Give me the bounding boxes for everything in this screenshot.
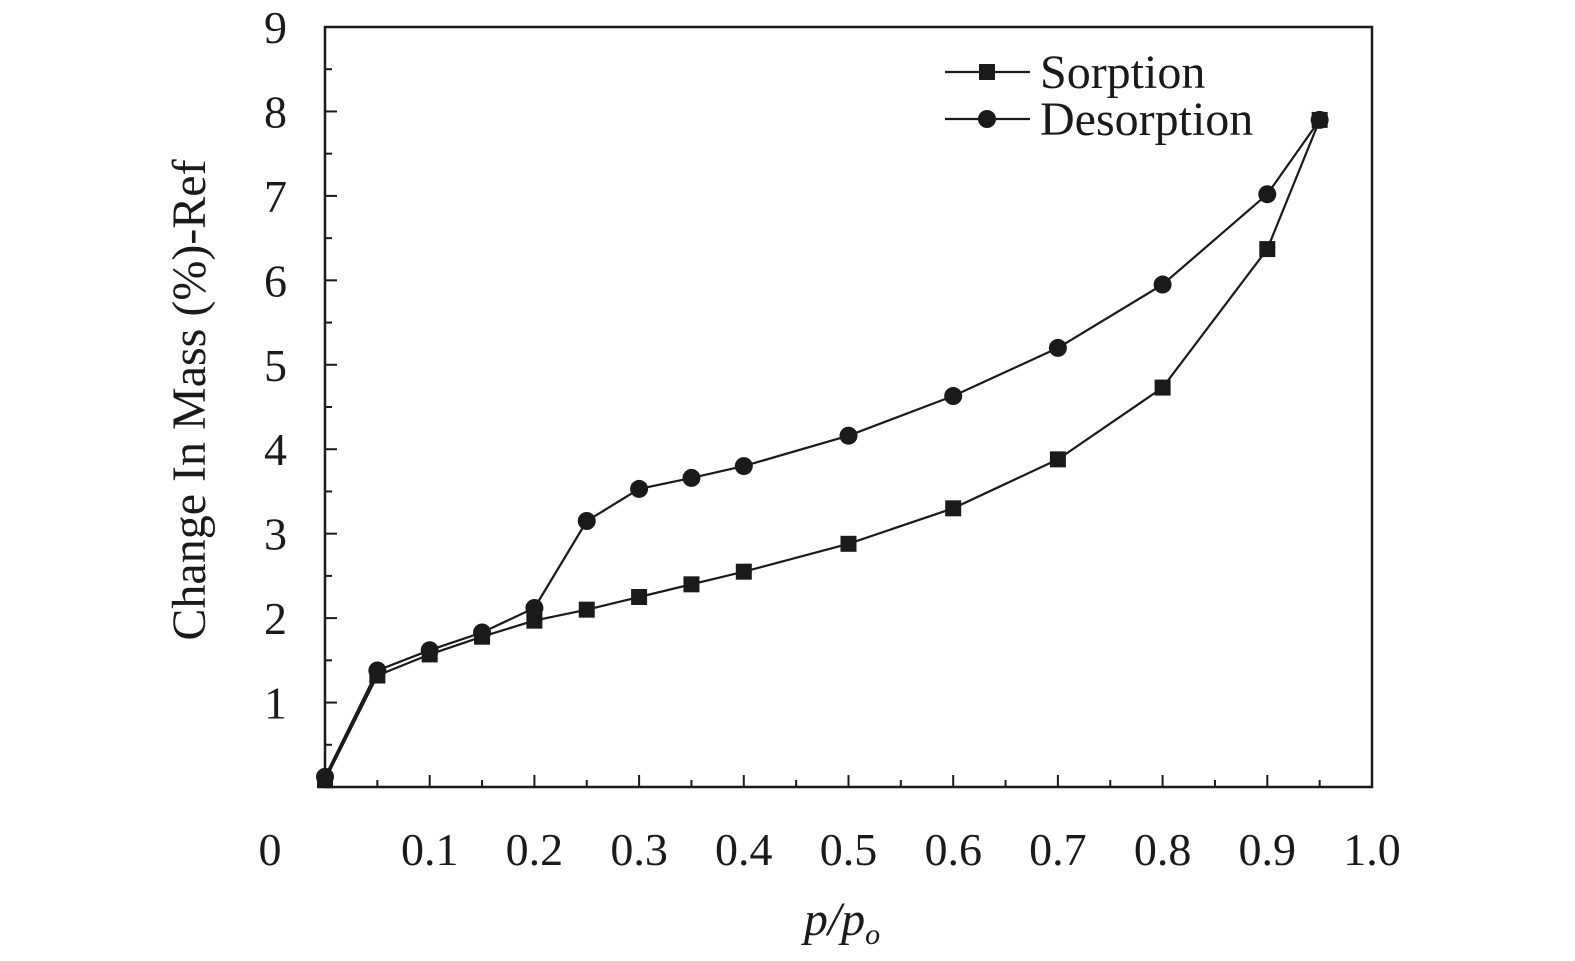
desorption-point [525, 598, 544, 617]
desorption-point [1153, 275, 1172, 294]
sorption-point [683, 576, 700, 593]
y-tick-label: 1 [264, 678, 287, 729]
desorption-series-line [324, 119, 1321, 778]
sorption-series-line [324, 119, 1321, 781]
y-tick-label: 3 [264, 509, 287, 560]
y-tick-label: 9 [264, 2, 287, 53]
legend-sorption-marker [979, 64, 995, 80]
desorption-point [682, 468, 701, 487]
x-tick-label: 0.4 [715, 824, 773, 875]
sorption-point [631, 589, 648, 605]
sorption-point [840, 535, 857, 552]
x-tick-label: 0.1 [401, 824, 459, 875]
desorption-point [368, 661, 387, 680]
legend-item-sorption: Sorption [945, 46, 1205, 99]
legend-desorption-label: Desorption [1040, 93, 1253, 146]
axis-tick-labels: 0 0.1 0.2 0.3 0.4 0.5 0.6 0.7 0.8 0.9 1.0 1 2 3 4 5 6 7 8 9 [259, 2, 1401, 875]
sorption-point [735, 563, 752, 580]
desorption-point [420, 641, 439, 660]
desorption-point [1310, 110, 1329, 129]
y-tick-label: 4 [264, 424, 287, 475]
sorption-point [526, 612, 543, 629]
plot-content [316, 110, 1329, 789]
legend-sorption-label: Sorption [1040, 46, 1205, 99]
desorption-point [1048, 338, 1067, 357]
sorption-point [1154, 379, 1171, 396]
x-axis-title: p/po [801, 893, 880, 951]
legend-desorption-marker [978, 110, 996, 128]
y-tick-label: 2 [264, 593, 287, 644]
y-tick-label: 7 [264, 171, 287, 222]
desorption-point [839, 426, 858, 445]
sorption-point [945, 500, 962, 517]
y-tick-label: 5 [264, 340, 287, 391]
x-tick-label: 0.3 [610, 824, 668, 875]
legend: Sorption Desorption [945, 46, 1253, 146]
desorption-point [944, 387, 963, 406]
desorption-point [577, 512, 596, 530]
x-tick-label: 1.0 [1343, 824, 1401, 875]
x-tick-label: 0.6 [924, 824, 982, 875]
desorption-point [630, 479, 649, 498]
x-tick-label: 0 [259, 824, 282, 875]
axis-ticks [324, 26, 1373, 788]
sorption-point [1259, 241, 1276, 258]
x-tick-label: 0.5 [820, 824, 878, 875]
y-tick-label: 8 [264, 86, 287, 137]
y-axis-title: Change In Mass (%)-Ref [163, 159, 216, 640]
x-tick-label: 0.9 [1239, 824, 1297, 875]
x-tick-label: 0.7 [1029, 824, 1087, 875]
desorption-point [473, 623, 492, 642]
legend-item-desorption: Desorption [945, 93, 1253, 146]
x-tick-label: 0.2 [506, 824, 564, 875]
desorption-point [1258, 185, 1277, 204]
y-tick-label: 6 [264, 255, 287, 306]
desorption-point [734, 457, 753, 476]
x-tick-label: 0.8 [1134, 824, 1192, 875]
sorption-point [578, 601, 595, 618]
sorption-point [1049, 451, 1066, 468]
